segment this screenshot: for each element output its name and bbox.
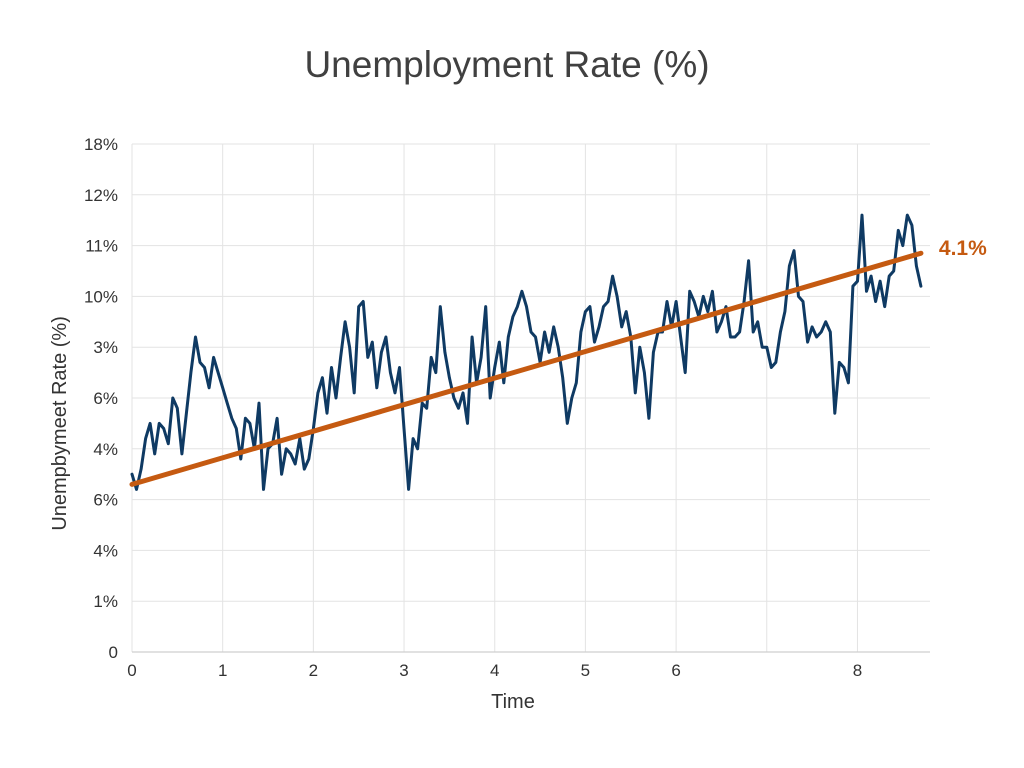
y-tick-label: 0 xyxy=(109,643,118,662)
y-tick-label: 4% xyxy=(93,541,118,560)
x-tick-label: 4 xyxy=(490,661,499,680)
y-axis-label: Unempbymeet Rate (%) xyxy=(49,316,71,531)
trend-annotation: 4.1% xyxy=(939,237,987,260)
x-tick-label: 2 xyxy=(309,661,318,680)
y-tick-label: 18% xyxy=(84,135,118,154)
y-tick-label: 12% xyxy=(84,186,118,205)
x-tick-label: 0 xyxy=(127,661,136,680)
y-tick-label: 1% xyxy=(93,592,118,611)
x-tick-label: 8 xyxy=(853,661,862,680)
trend-line xyxy=(129,250,924,487)
x-tick-label: 5 xyxy=(581,661,590,680)
y-tick-label: 6% xyxy=(93,491,118,510)
series-line xyxy=(130,213,923,491)
x-axis-label: Time xyxy=(491,691,535,713)
y-axis-ticks: 0 1% 4% 6% 4% 6% 3% 10% 11% 12% 18% xyxy=(84,135,118,662)
x-tick-label: 1 xyxy=(218,661,227,680)
gridlines xyxy=(131,143,930,653)
chart-title: Unemployment Rate (%) xyxy=(304,44,710,85)
x-tick-label: 3 xyxy=(399,661,408,680)
y-tick-label: 3% xyxy=(93,338,118,357)
y-tick-label: 11% xyxy=(85,237,118,256)
y-tick-label: 10% xyxy=(84,287,118,306)
y-tick-label: 6% xyxy=(93,389,118,408)
y-tick-label: 4% xyxy=(93,440,118,459)
x-axis-ticks: 0 1 2 3 4 5 6 8 xyxy=(127,661,862,680)
x-tick-label: 6 xyxy=(671,661,680,680)
